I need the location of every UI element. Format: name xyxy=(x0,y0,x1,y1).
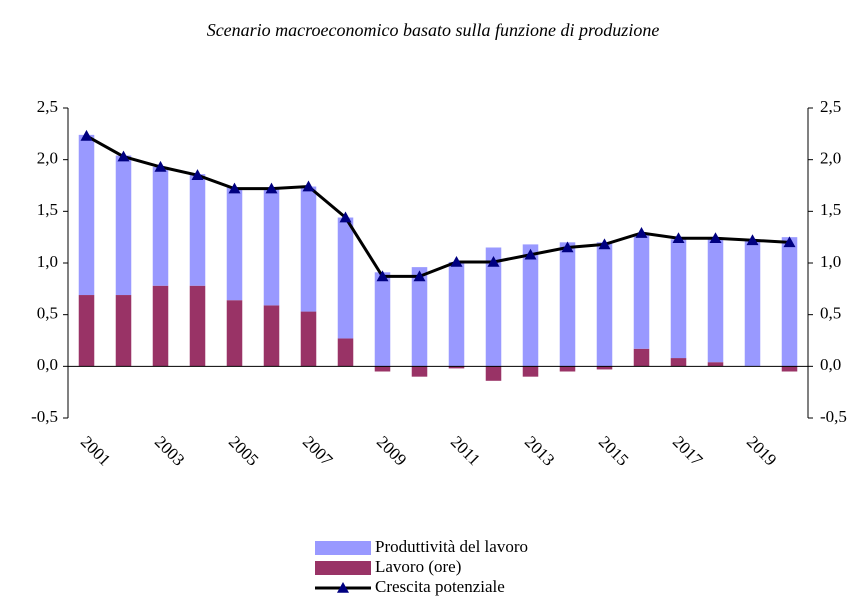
bar xyxy=(411,366,428,377)
bar xyxy=(781,237,798,367)
y-tick-label: 1,5 xyxy=(37,200,58,219)
bar xyxy=(670,358,687,367)
bar xyxy=(152,166,169,286)
marker xyxy=(80,129,93,141)
y2-tick-label: 0,0 xyxy=(820,355,841,374)
legend-swatch xyxy=(315,541,371,555)
bar xyxy=(374,366,391,372)
y2-tick-label: 0,5 xyxy=(820,304,841,323)
y-tick-label: 0,0 xyxy=(37,355,58,374)
marker xyxy=(783,236,796,248)
y2-tick-label: 2,0 xyxy=(820,149,841,168)
bar xyxy=(633,348,650,367)
marker xyxy=(228,182,241,194)
marker xyxy=(746,234,759,246)
y2-tick-label: -0,5 xyxy=(820,407,847,426)
bar xyxy=(189,285,206,367)
bar xyxy=(78,134,95,296)
marker xyxy=(598,238,611,250)
bar xyxy=(596,242,613,367)
legend-label: Lavoro (ore) xyxy=(375,557,461,576)
marker xyxy=(487,255,500,267)
y2-tick-label: 1,5 xyxy=(820,200,841,219)
x-tick-label: 2019 xyxy=(743,432,780,469)
y-tick-label: 1,0 xyxy=(37,252,58,271)
y-tick-label: 2,0 xyxy=(37,149,58,168)
y-tick-label: 2,5 xyxy=(37,97,58,116)
bar xyxy=(633,234,650,349)
bar xyxy=(485,247,502,367)
x-tick-label: 2003 xyxy=(151,432,188,469)
bar xyxy=(485,366,502,381)
bar xyxy=(337,217,354,339)
legend-swatch xyxy=(315,561,371,575)
bar xyxy=(707,362,724,367)
marker xyxy=(265,182,278,194)
line xyxy=(85,134,790,278)
marker xyxy=(191,169,204,180)
x-tick-label: 2005 xyxy=(225,432,262,469)
marker xyxy=(672,232,685,243)
bar xyxy=(781,366,798,372)
bar xyxy=(522,244,539,367)
y-tick-label: -0,5 xyxy=(31,407,58,426)
bar xyxy=(263,305,280,367)
bar xyxy=(263,187,280,306)
bar xyxy=(189,174,206,286)
bar xyxy=(411,267,428,367)
chart-title: Scenario macroeconomico basato sulla fun… xyxy=(207,20,660,40)
x-tick-label: 2007 xyxy=(299,432,337,470)
marker xyxy=(302,180,315,192)
bar xyxy=(522,366,539,377)
marker xyxy=(376,270,389,282)
marker xyxy=(413,270,426,282)
bar xyxy=(337,338,354,367)
y-tick-label: 0,5 xyxy=(37,304,58,323)
bar xyxy=(300,311,317,367)
legend-marker xyxy=(337,582,349,593)
marker xyxy=(339,211,352,223)
marker xyxy=(561,241,574,253)
x-tick-label: 2013 xyxy=(521,432,558,469)
bar xyxy=(226,187,243,301)
x-tick-label: 2009 xyxy=(373,432,410,469)
bar xyxy=(596,366,613,370)
bar xyxy=(670,239,687,359)
bar xyxy=(744,240,761,367)
bar xyxy=(707,239,724,363)
y2-tick-label: 1,0 xyxy=(820,252,841,271)
x-tick-label: 2011 xyxy=(447,432,484,469)
marker xyxy=(635,227,648,238)
marker xyxy=(154,160,167,172)
bar xyxy=(115,155,132,296)
x-tick-label: 2017 xyxy=(669,432,707,470)
y2-tick-label: 2,5 xyxy=(820,97,841,116)
marker xyxy=(450,255,463,267)
legend-label: Crescita potenziale xyxy=(375,577,505,596)
x-tick-label: 2001 xyxy=(77,432,114,469)
marker xyxy=(709,232,722,243)
bar xyxy=(448,261,465,367)
bar xyxy=(374,272,391,367)
bar xyxy=(152,285,169,367)
marker xyxy=(117,150,130,162)
legend-label: Produttività del lavoro xyxy=(375,537,528,556)
x-tick-label: 2015 xyxy=(595,432,632,469)
bar xyxy=(226,300,243,367)
bar xyxy=(78,295,95,367)
bar xyxy=(115,295,132,367)
bar xyxy=(300,186,317,312)
bar xyxy=(559,366,576,372)
marker xyxy=(524,248,537,260)
bar xyxy=(448,366,465,369)
bar xyxy=(559,242,576,367)
